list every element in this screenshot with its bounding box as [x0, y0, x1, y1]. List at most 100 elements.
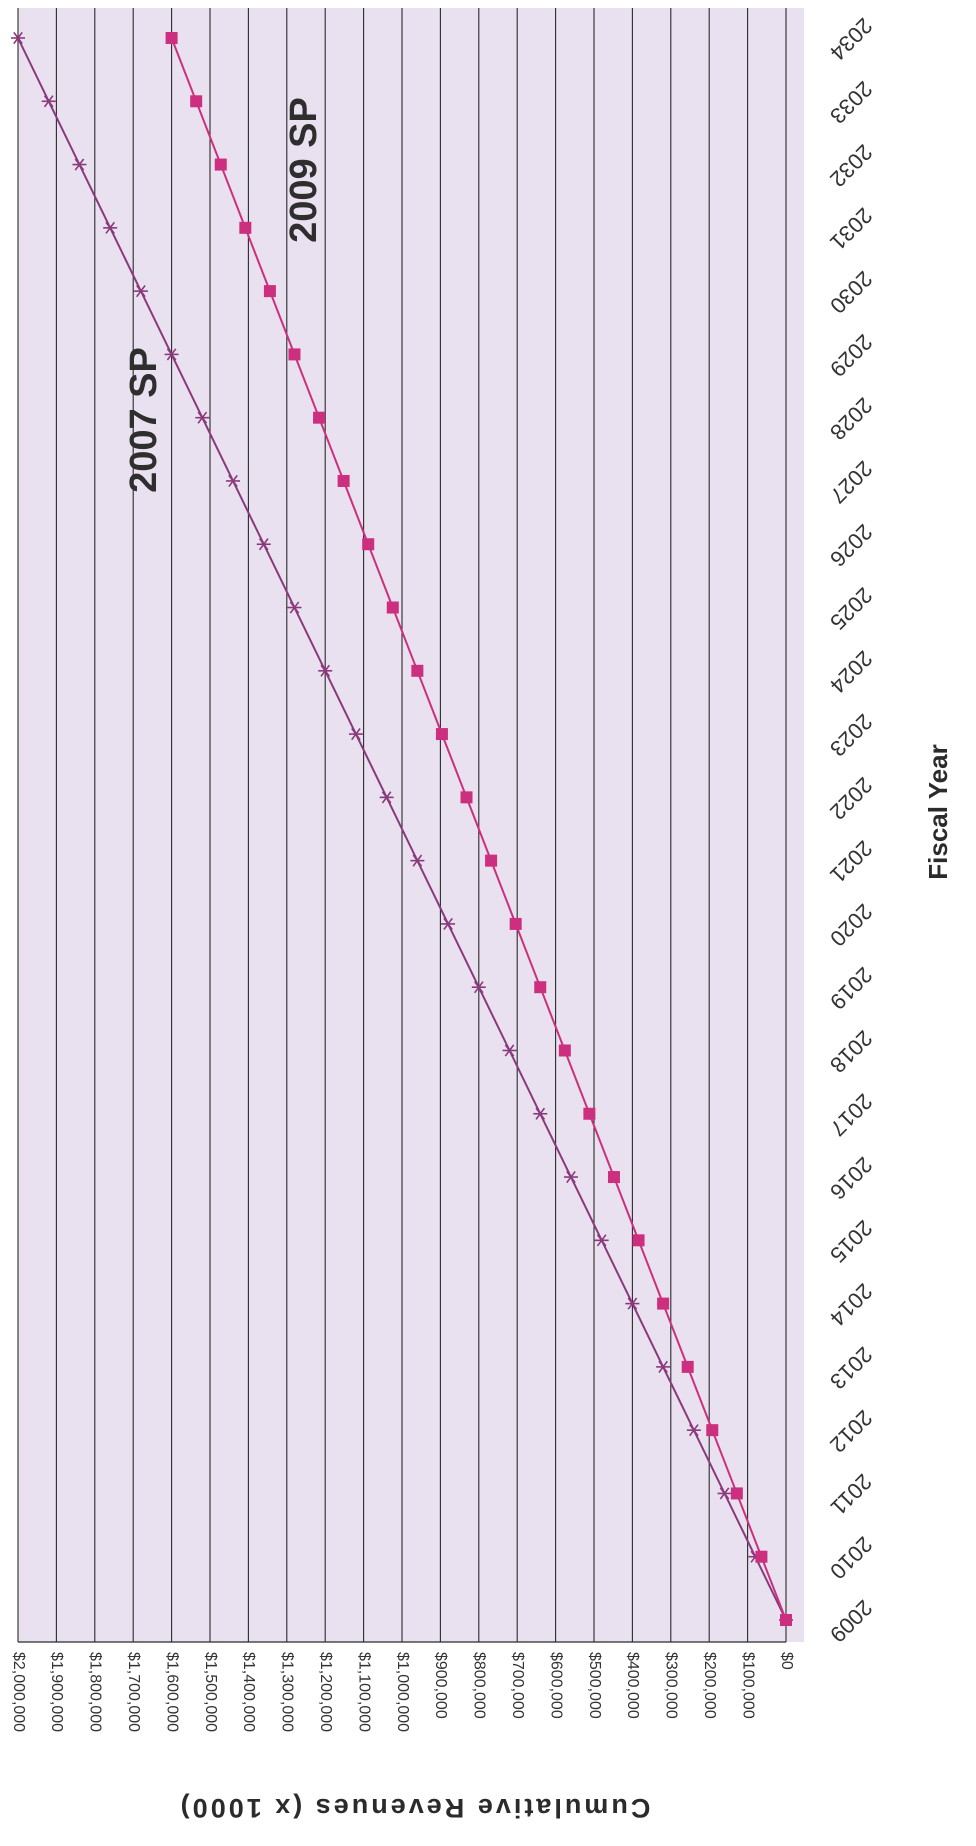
data-point [441, 917, 456, 931]
data-point [681, 1360, 694, 1373]
y-tick-label: $1,700,000 [125, 1652, 142, 1732]
data-point [780, 1614, 792, 1626]
x-tick-label: 2026 [825, 519, 877, 571]
data-point [165, 32, 178, 44]
x-tick-label: 2034 [825, 13, 877, 65]
data-point [214, 158, 227, 171]
data-point [256, 538, 271, 551]
data-point [164, 348, 179, 361]
x-tick-label: 2020 [825, 899, 877, 951]
data-point [411, 664, 424, 677]
data-point [11, 31, 25, 45]
series-line [170, 37, 787, 1621]
y-tick-label: $200,000 [701, 1652, 718, 1719]
x-tick-label: 2032 [825, 140, 877, 192]
series-annotation: 2007 SP [123, 347, 165, 493]
x-tick-label: 2016 [825, 1152, 877, 1204]
x-tick-label: 2024 [825, 646, 877, 698]
x-tick-label: 2028 [825, 393, 877, 445]
y-tick-label: $1,800,000 [87, 1652, 104, 1732]
y-tick-label: $0 [778, 1652, 795, 1670]
x-tick-label: 2013 [825, 1342, 877, 1394]
y-tick-label: $500,000 [586, 1652, 603, 1719]
x-tick-label: 2011 [826, 1469, 877, 1520]
x-tick-label: 2019 [825, 962, 877, 1014]
data-point [288, 348, 301, 361]
x-tick-label: 2018 [825, 1026, 877, 1078]
data-point [435, 728, 448, 741]
data-point [337, 474, 350, 487]
data-point [632, 1234, 645, 1247]
series-annotation: 2009 SP [283, 97, 325, 243]
y-tick-label: $1,000,000 [394, 1652, 411, 1732]
data-point [348, 727, 363, 741]
y-tick-label: $300,000 [663, 1652, 680, 1719]
data-point [686, 1424, 701, 1437]
x-tick-label: 2012 [825, 1405, 877, 1457]
data-point [410, 854, 425, 867]
x-tick-label: 2033 [825, 76, 877, 128]
data-point [706, 1424, 719, 1437]
data-point [717, 1487, 732, 1500]
series-line [17, 37, 787, 1621]
data-point [133, 285, 148, 298]
data-point [239, 221, 252, 234]
y-tick-label: $1,200,000 [317, 1652, 334, 1732]
data-point [460, 791, 473, 804]
y-tick-label: $1,900,000 [48, 1652, 65, 1732]
data-point [263, 285, 276, 298]
data-point [485, 854, 498, 867]
x-tick-label: 2015 [825, 1215, 877, 1267]
x-tick-label: 2031 [825, 203, 877, 255]
y-tick-label: $600,000 [547, 1652, 564, 1719]
y-tick-label: $800,000 [471, 1652, 488, 1719]
series-group [11, 31, 793, 1627]
data-point [558, 1044, 571, 1057]
plot-area [18, 8, 804, 1642]
x-tick-label: 2009 [825, 1595, 877, 1647]
gridlines [17, 8, 787, 1642]
data-point [226, 474, 241, 488]
x-tick-label: 2010 [825, 1532, 877, 1584]
x-tick-label: 2025 [825, 583, 877, 635]
y-tick-label: $2,000,000 [10, 1652, 27, 1732]
data-point [509, 917, 522, 930]
data-point [594, 1234, 609, 1247]
data-point [583, 1107, 596, 1120]
data-point [72, 158, 87, 171]
data-point [313, 411, 326, 424]
data-point [103, 221, 118, 234]
x-tick-label: 2023 [825, 709, 877, 761]
y-tick-label: $900,000 [432, 1652, 449, 1719]
y-axis-title: Cumulative Revenues (x 1000) [178, 1793, 651, 1823]
y-tick-label: $400,000 [624, 1652, 641, 1719]
x-tick-label: 2014 [825, 1279, 877, 1331]
series-annotations: 2007 SP 2009 SP [123, 97, 325, 493]
x-tick-label: 2029 [825, 329, 877, 381]
y-tick-labels: $0 $100,000 $200,000 $300,000 $400,000 $500,0… [10, 1652, 795, 1732]
x-tick-label: 2030 [825, 266, 877, 318]
x-tick-labels: 2009 2010 2011 2012 2013 2014 2015 2016 2017 2018… [825, 13, 877, 1647]
data-point [533, 1107, 548, 1120]
data-point [287, 601, 302, 614]
data-point [563, 1170, 578, 1184]
data-point [386, 601, 399, 614]
data-point [362, 538, 375, 551]
data-point [607, 1171, 620, 1184]
y-tick-label: $1,100,000 [355, 1652, 372, 1732]
y-tick-label: $1,500,000 [202, 1652, 219, 1732]
data-point [471, 981, 486, 994]
data-point [657, 1297, 670, 1310]
data-point [190, 95, 203, 108]
y-tick-label: $1,600,000 [163, 1652, 180, 1732]
x-tick-label: 2027 [825, 456, 877, 508]
data-point [534, 981, 547, 994]
y-tick-label: $1,300,000 [279, 1652, 296, 1732]
x-axis-title: Fiscal Year [923, 744, 953, 879]
data-point [41, 95, 56, 108]
data-point [755, 1550, 768, 1563]
x-tick-label: 2021 [825, 836, 877, 888]
data-point [625, 1297, 640, 1310]
